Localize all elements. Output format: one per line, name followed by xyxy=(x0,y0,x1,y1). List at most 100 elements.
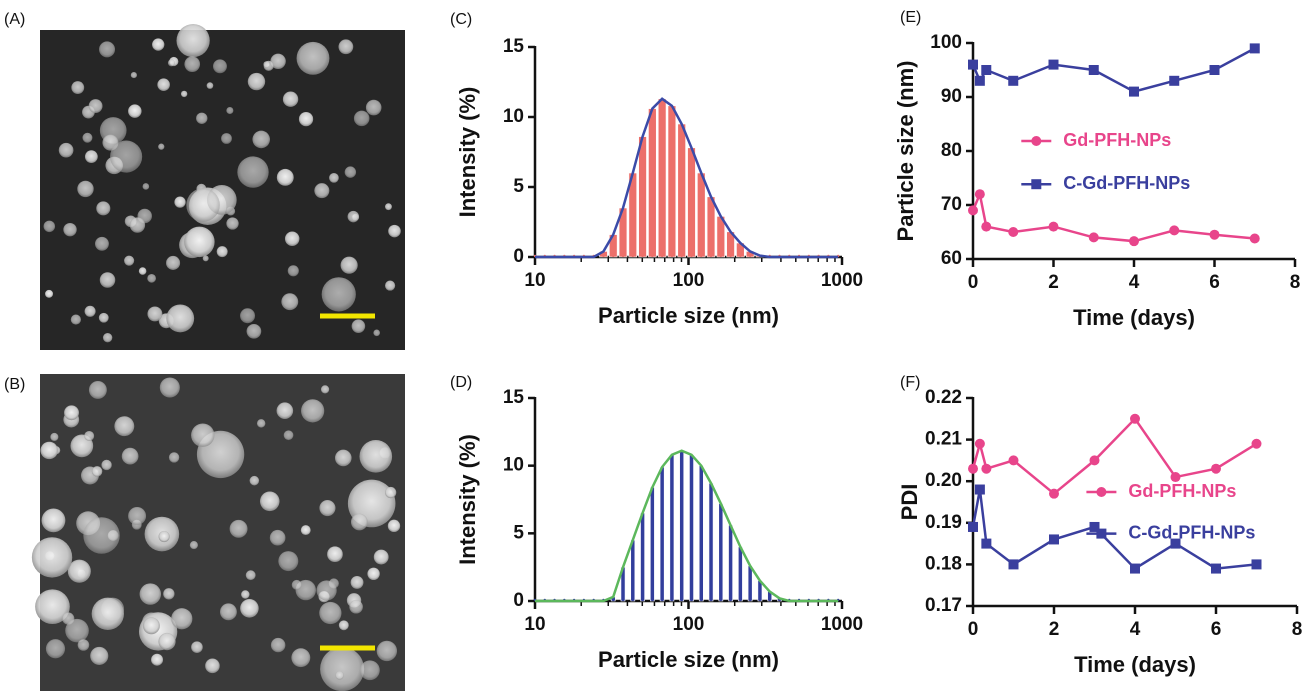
bin-dot xyxy=(739,255,741,257)
marker xyxy=(1049,534,1059,544)
particle xyxy=(291,648,310,667)
x-tick-label: 100 xyxy=(673,270,705,291)
particle xyxy=(184,56,200,72)
particle xyxy=(157,78,170,91)
bar xyxy=(707,197,715,257)
y-tick-label: 5 xyxy=(513,176,524,197)
bar xyxy=(678,124,686,257)
particle xyxy=(128,104,141,117)
particle xyxy=(319,602,341,624)
marker xyxy=(981,222,991,232)
particle xyxy=(147,306,162,321)
particle xyxy=(77,181,93,197)
particle xyxy=(285,231,299,245)
particle xyxy=(96,201,110,215)
bin-dot xyxy=(671,599,673,601)
panel-label: (F) xyxy=(900,374,920,391)
particle xyxy=(131,72,137,78)
particle xyxy=(339,620,349,630)
particle xyxy=(205,659,220,674)
particle xyxy=(83,517,119,553)
particle xyxy=(277,169,294,186)
particle xyxy=(110,141,142,173)
marker xyxy=(1049,60,1059,70)
particle xyxy=(140,583,161,604)
marker xyxy=(1009,455,1019,465)
bar xyxy=(658,99,666,257)
particle xyxy=(196,113,207,124)
particle xyxy=(46,639,65,658)
bin-dot xyxy=(769,599,771,601)
particle xyxy=(40,442,57,459)
bin-dot xyxy=(720,255,722,257)
particle xyxy=(319,500,335,516)
bin-dot xyxy=(680,599,682,601)
particle xyxy=(168,59,175,66)
marker xyxy=(1130,414,1140,424)
particle xyxy=(284,430,294,440)
particle xyxy=(181,91,187,97)
particle xyxy=(260,492,280,512)
particle xyxy=(151,654,163,666)
particle xyxy=(190,541,198,549)
bin-dot xyxy=(690,255,692,257)
particle xyxy=(163,588,174,599)
bin-dot xyxy=(651,255,653,257)
particle xyxy=(152,38,164,50)
marker xyxy=(1169,76,1179,86)
particle xyxy=(297,42,330,75)
marker xyxy=(1096,529,1106,539)
bar xyxy=(648,109,656,257)
x-tick-label: 1000 xyxy=(821,614,863,635)
bin-dot xyxy=(759,599,761,601)
marker xyxy=(1250,233,1260,243)
particle xyxy=(292,580,302,590)
marker xyxy=(968,60,978,70)
marker xyxy=(1129,236,1139,246)
particle xyxy=(92,466,102,476)
particle xyxy=(241,590,249,598)
particle xyxy=(226,217,238,229)
legend-label: Gd-PFH-NPs xyxy=(1063,130,1171,150)
bin-dot xyxy=(749,599,751,601)
particle xyxy=(388,225,401,238)
particle xyxy=(359,440,392,473)
y-tick-label: 90 xyxy=(941,86,962,107)
particle xyxy=(329,173,339,183)
bin-dot xyxy=(622,255,624,257)
x-tick-label: 10 xyxy=(524,614,545,635)
x-tick-label: 4 xyxy=(1130,619,1141,640)
marker xyxy=(1049,489,1059,499)
particle xyxy=(63,223,76,236)
bin-dot xyxy=(651,599,653,601)
bin-dot xyxy=(641,255,643,257)
particle xyxy=(316,580,336,600)
x-tick-label: 6 xyxy=(1209,272,1220,293)
x-axis-title: Time (days) xyxy=(1074,652,1196,677)
x-axis-title: Particle size (nm) xyxy=(598,303,779,328)
particle xyxy=(335,450,352,467)
bar xyxy=(729,525,733,601)
particle xyxy=(124,256,134,266)
particle xyxy=(351,514,368,531)
bin-dot xyxy=(729,599,731,601)
particle xyxy=(320,647,364,691)
y-axis-title: Intensity (%) xyxy=(455,87,480,218)
x-tick-label: 8 xyxy=(1290,272,1301,293)
particle xyxy=(78,639,90,651)
bar xyxy=(641,513,645,601)
legend-label: Gd-PFH-NPs xyxy=(1128,481,1236,501)
bin-dot xyxy=(612,255,614,257)
particle xyxy=(85,306,96,317)
particle xyxy=(240,308,255,323)
x-tick-label: 6 xyxy=(1211,619,1222,640)
legend-label: C-Gd-PFH-NPs xyxy=(1128,522,1255,542)
panel-label: (A) xyxy=(4,11,25,28)
y-axis-title: Intensity (%) xyxy=(455,434,480,565)
marker xyxy=(1211,564,1221,574)
figure: (A) (B) (C)051015101001000Particle size … xyxy=(0,0,1315,691)
y-tick-label: 0.22 xyxy=(925,387,962,408)
marker xyxy=(1090,455,1100,465)
marker xyxy=(1250,43,1260,53)
particle xyxy=(44,221,56,233)
